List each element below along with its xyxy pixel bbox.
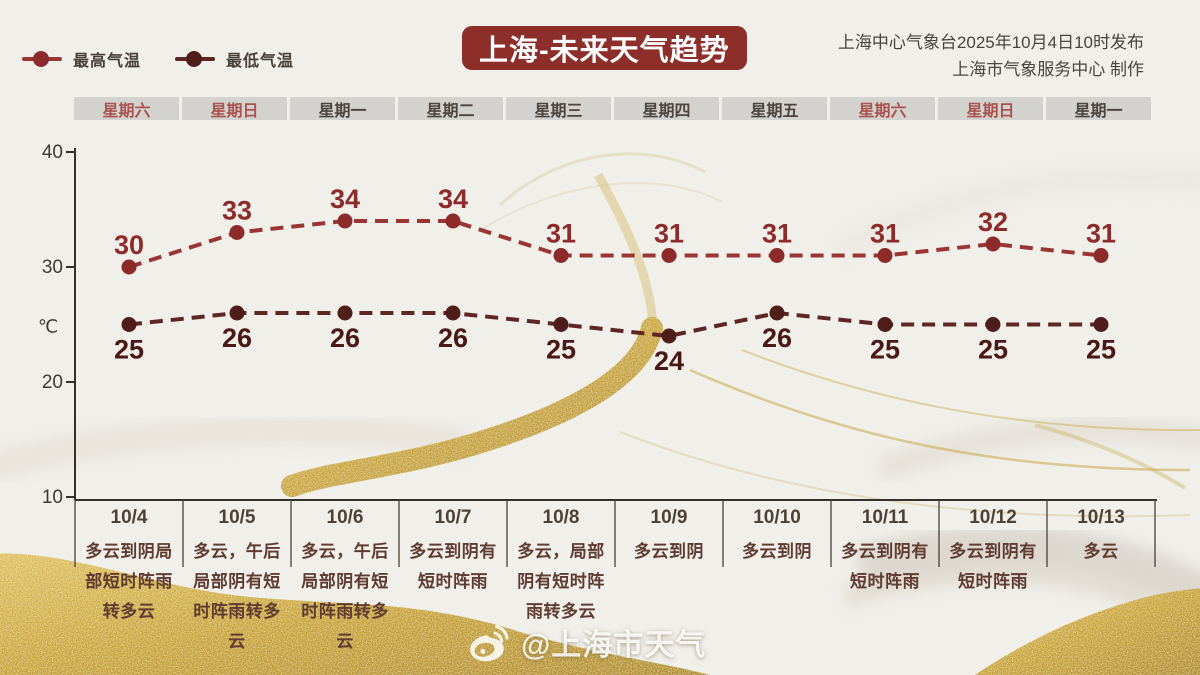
forecast-column: 10/5 多云，午后局部阴有短时阵雨转多云 bbox=[183, 506, 291, 657]
svg-text:34: 34 bbox=[438, 184, 468, 214]
forecast-column: 10/7 多云到阴有短时阵雨 bbox=[399, 506, 507, 597]
svg-text:30: 30 bbox=[114, 230, 144, 260]
svg-text:24: 24 bbox=[654, 346, 684, 376]
weekday-header: 星期四 bbox=[614, 97, 719, 120]
svg-text:26: 26 bbox=[438, 323, 468, 353]
forecast-date: 10/7 bbox=[434, 507, 472, 528]
forecast-description: 多云到阴有短时阵雨 bbox=[841, 542, 929, 591]
svg-text:33: 33 bbox=[222, 196, 252, 226]
forecast-column: 10/9 多云到阴 bbox=[615, 506, 723, 567]
watermark: @上海市天气 bbox=[468, 620, 706, 664]
svg-text:25: 25 bbox=[870, 335, 900, 365]
forecast-date: 10/13 bbox=[1077, 507, 1125, 528]
weekday-header: 星期日 bbox=[938, 97, 1043, 120]
svg-text:℃: ℃ bbox=[38, 317, 58, 337]
svg-text:25: 25 bbox=[1086, 335, 1116, 365]
page-title: 上海-未来天气趋势 bbox=[462, 26, 747, 70]
forecast-column: 10/4 多云到阴局部短时阵雨转多云 bbox=[75, 506, 183, 627]
weekday-header: 星期三 bbox=[506, 97, 611, 120]
source-line1: 上海中心气象台2025年10月4日10时发布 bbox=[837, 33, 1144, 52]
forecast-description: 多云到阴 bbox=[742, 542, 812, 561]
svg-text:40: 40 bbox=[42, 142, 63, 163]
legend-max-label: 最高气温 bbox=[73, 53, 142, 70]
legend: 最高气温 最低气温 bbox=[22, 47, 294, 71]
forecast-date: 10/8 bbox=[542, 507, 580, 528]
forecast-date: 10/4 bbox=[110, 507, 148, 528]
weekday-header: 星期二 bbox=[398, 97, 503, 120]
forecast-column: 10/11 多云到阴有短时阵雨 bbox=[831, 506, 939, 597]
watermark-handle: @上海市天气 bbox=[521, 629, 707, 662]
forecast-description: 多云到阴局部短时阵雨转多云 bbox=[85, 542, 173, 621]
forecast-column: 10/6 多云，午后局部阴有短时阵雨转多云 bbox=[291, 506, 399, 657]
svg-text:26: 26 bbox=[762, 323, 792, 353]
weibo-icon bbox=[470, 625, 509, 662]
weekday-header: 星期六 bbox=[74, 97, 179, 120]
svg-text:31: 31 bbox=[1086, 219, 1116, 249]
svg-text:25: 25 bbox=[114, 335, 144, 365]
svg-text:31: 31 bbox=[546, 219, 576, 249]
weekday-header: 星期一 bbox=[1046, 97, 1151, 120]
forecast-date: 10/10 bbox=[753, 507, 801, 528]
svg-text:25: 25 bbox=[978, 335, 1008, 365]
legend-min-label: 最低气温 bbox=[226, 53, 295, 70]
forecast-column: 10/8 多云，局部阴有短时阵雨转多云 bbox=[507, 506, 615, 627]
forecast-description: 多云，午后局部阴有短时阵雨转多云 bbox=[301, 542, 389, 651]
source-info: 上海中心气象台2025年10月4日10时发布 上海市气象服务中心 制作 bbox=[838, 29, 1144, 83]
forecast-description: 多云，局部阴有短时阵雨转多云 bbox=[517, 542, 605, 621]
svg-text:26: 26 bbox=[222, 323, 252, 353]
forecast-date: 10/5 bbox=[218, 507, 256, 528]
svg-text:26: 26 bbox=[330, 323, 360, 353]
forecast-date: 10/6 bbox=[326, 507, 364, 528]
forecast-column: 10/12 多云到阴有短时阵雨 bbox=[939, 506, 1047, 597]
weekday-header: 星期六 bbox=[830, 97, 935, 120]
forecast-description: 多云 bbox=[1083, 542, 1119, 561]
legend-item-max: 最高气温 bbox=[22, 47, 141, 71]
legend-item-min: 最低气温 bbox=[175, 47, 294, 71]
weekday-header: 星期五 bbox=[722, 97, 827, 120]
svg-text:32: 32 bbox=[978, 207, 1008, 237]
forecast-description: 多云到阴 bbox=[634, 542, 704, 561]
max-temp-marker-icon bbox=[22, 51, 62, 67]
min-temp-marker-icon bbox=[175, 51, 216, 67]
source-line2: 上海市气象服务中心 制作 bbox=[952, 60, 1144, 79]
svg-text:31: 31 bbox=[870, 219, 900, 249]
svg-text:31: 31 bbox=[762, 219, 792, 249]
forecast-date: 10/9 bbox=[650, 507, 688, 528]
svg-text:25: 25 bbox=[546, 335, 576, 365]
forecast-column: 10/10 多云到阴 bbox=[723, 506, 831, 567]
svg-text:31: 31 bbox=[654, 219, 684, 249]
forecast-description: 多云，午后局部阴有短时阵雨转多云 bbox=[193, 542, 281, 651]
forecast-date: 10/11 bbox=[861, 507, 909, 528]
forecast-description: 多云到阴有短时阵雨 bbox=[949, 542, 1037, 591]
weekday-header: 星期日 bbox=[182, 97, 287, 120]
svg-text:20: 20 bbox=[42, 372, 63, 393]
page-title-text: 上海-未来天气趋势 bbox=[479, 35, 730, 67]
weekday-header: 星期一 bbox=[290, 97, 395, 120]
svg-text:30: 30 bbox=[42, 257, 63, 278]
svg-text:34: 34 bbox=[330, 184, 360, 214]
forecast-description: 多云到阴有短时阵雨 bbox=[409, 542, 497, 591]
forecast-date: 10/12 bbox=[969, 507, 1017, 528]
forecast-column: 10/13 多云 bbox=[1047, 506, 1155, 567]
svg-text:10: 10 bbox=[42, 487, 63, 508]
